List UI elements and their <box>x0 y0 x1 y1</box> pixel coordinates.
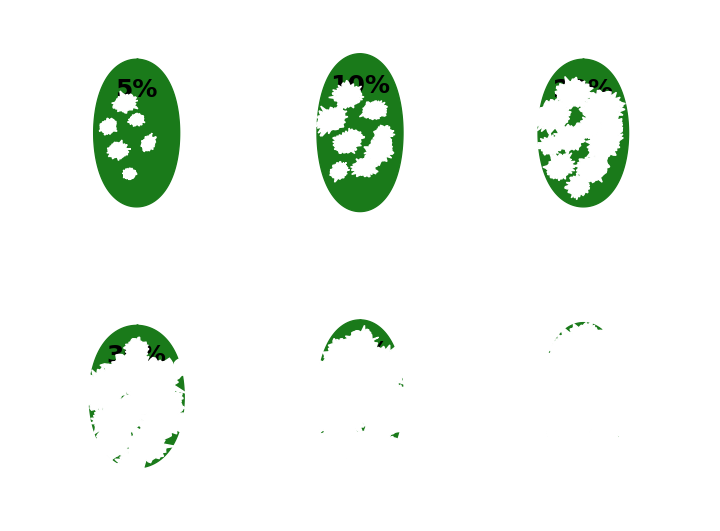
Polygon shape <box>78 364 127 414</box>
Polygon shape <box>174 359 190 375</box>
Polygon shape <box>304 391 327 415</box>
Polygon shape <box>315 102 348 136</box>
Polygon shape <box>351 156 378 177</box>
Polygon shape <box>115 448 145 478</box>
Polygon shape <box>122 424 176 469</box>
Polygon shape <box>529 99 571 134</box>
Polygon shape <box>585 123 624 162</box>
Text: 40%: 40% <box>330 340 390 364</box>
Polygon shape <box>373 125 395 144</box>
Polygon shape <box>174 413 192 432</box>
Polygon shape <box>126 355 186 403</box>
Polygon shape <box>552 124 588 152</box>
Polygon shape <box>373 381 413 418</box>
Polygon shape <box>92 438 111 457</box>
Polygon shape <box>533 422 591 473</box>
Polygon shape <box>100 353 163 397</box>
Polygon shape <box>317 320 403 473</box>
Polygon shape <box>139 395 186 444</box>
Polygon shape <box>122 168 137 180</box>
Polygon shape <box>529 368 555 394</box>
Polygon shape <box>329 80 364 109</box>
Polygon shape <box>124 337 149 364</box>
Polygon shape <box>599 328 618 347</box>
Polygon shape <box>333 131 361 153</box>
Polygon shape <box>593 443 621 472</box>
Polygon shape <box>598 356 629 390</box>
Polygon shape <box>364 136 394 166</box>
Polygon shape <box>575 111 604 139</box>
Polygon shape <box>307 395 354 441</box>
Polygon shape <box>310 419 364 466</box>
Polygon shape <box>575 152 610 183</box>
Polygon shape <box>341 371 390 425</box>
Polygon shape <box>611 412 634 435</box>
Polygon shape <box>550 410 594 452</box>
Polygon shape <box>546 332 586 367</box>
Polygon shape <box>148 385 185 418</box>
Polygon shape <box>359 391 411 444</box>
Polygon shape <box>359 100 387 119</box>
Polygon shape <box>564 174 590 200</box>
Polygon shape <box>535 133 564 157</box>
Polygon shape <box>568 322 605 356</box>
Polygon shape <box>94 59 180 207</box>
Polygon shape <box>543 151 575 181</box>
Polygon shape <box>564 449 606 493</box>
Polygon shape <box>127 113 145 126</box>
Text: 5%: 5% <box>115 79 158 102</box>
Text: 20%: 20% <box>554 79 613 102</box>
Polygon shape <box>579 90 626 123</box>
Polygon shape <box>536 376 605 444</box>
Polygon shape <box>523 386 578 435</box>
Polygon shape <box>543 323 624 470</box>
Polygon shape <box>538 59 629 207</box>
Polygon shape <box>560 365 616 427</box>
Polygon shape <box>541 437 565 460</box>
Polygon shape <box>555 76 593 109</box>
Polygon shape <box>98 395 147 446</box>
Polygon shape <box>593 376 647 422</box>
Polygon shape <box>353 341 412 397</box>
Polygon shape <box>317 54 403 211</box>
Polygon shape <box>321 338 359 372</box>
Polygon shape <box>585 450 621 482</box>
Text: 10%: 10% <box>330 74 390 98</box>
Polygon shape <box>112 91 138 113</box>
Polygon shape <box>395 392 414 411</box>
Polygon shape <box>90 406 125 436</box>
Polygon shape <box>359 446 391 478</box>
Polygon shape <box>338 450 379 488</box>
Polygon shape <box>323 330 390 389</box>
Text: 30%: 30% <box>107 344 166 368</box>
Polygon shape <box>546 324 612 384</box>
Polygon shape <box>89 326 184 468</box>
Polygon shape <box>344 427 399 473</box>
Polygon shape <box>301 353 356 409</box>
Polygon shape <box>99 118 117 135</box>
Polygon shape <box>141 133 156 152</box>
Polygon shape <box>124 374 165 417</box>
Polygon shape <box>107 140 131 160</box>
Polygon shape <box>330 161 349 182</box>
Polygon shape <box>575 338 639 398</box>
Polygon shape <box>330 455 348 473</box>
Polygon shape <box>94 418 133 464</box>
Polygon shape <box>583 378 636 444</box>
Polygon shape <box>564 425 626 486</box>
Polygon shape <box>343 326 379 359</box>
Polygon shape <box>527 352 586 412</box>
Polygon shape <box>598 115 623 138</box>
Polygon shape <box>380 438 404 461</box>
Polygon shape <box>342 128 364 147</box>
Text: 50%: 50% <box>554 342 613 366</box>
Polygon shape <box>315 382 382 438</box>
